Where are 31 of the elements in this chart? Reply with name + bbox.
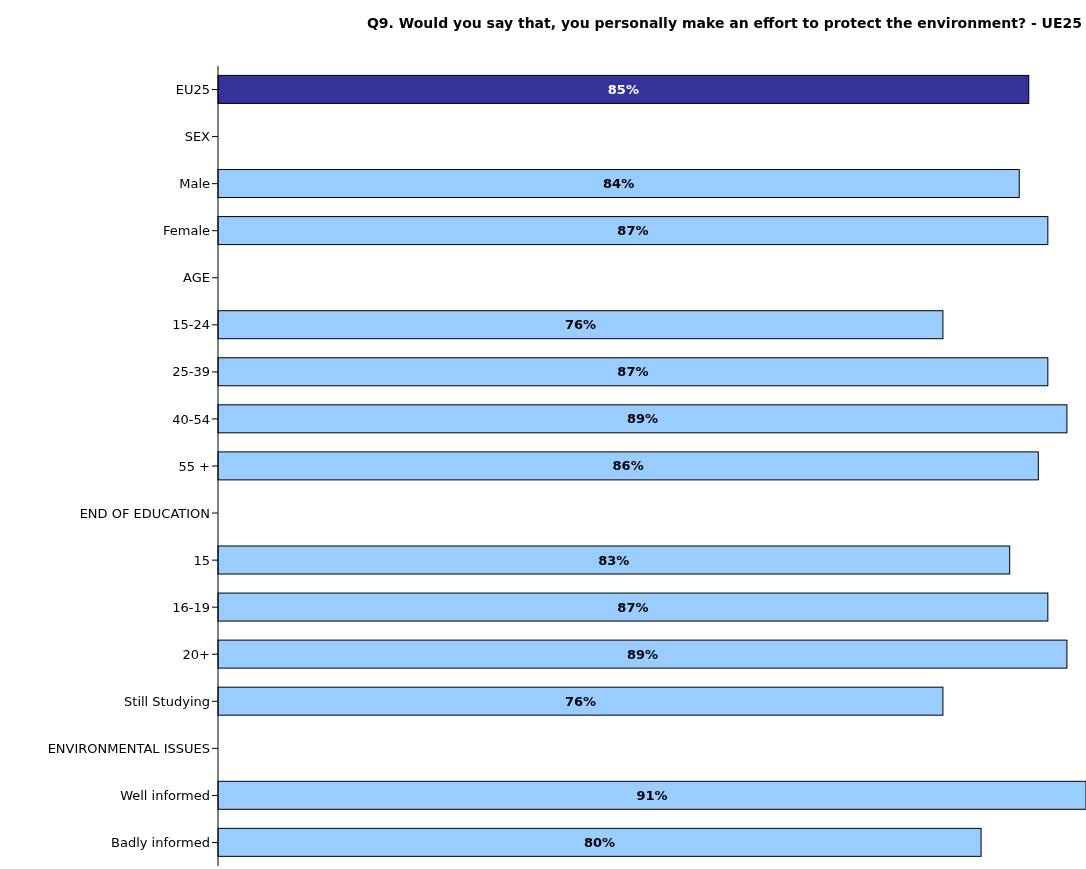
y-tick-label: Female — [162, 223, 210, 239]
y-tick-label: EU25 — [175, 82, 210, 98]
y-tick-label: 40-54 — [172, 411, 210, 427]
data-label: 87% — [617, 599, 649, 615]
y-tick-label: SEX — [184, 129, 211, 145]
y-tick-label: Badly informed — [111, 835, 210, 851]
y-tick-label: END OF EDUCATION — [79, 505, 210, 521]
data-label: 87% — [617, 223, 649, 239]
y-tick-label: 16-19 — [172, 599, 210, 615]
data-label: 85% — [607, 81, 639, 97]
y-tick-label: 25-39 — [172, 364, 210, 380]
data-label: 76% — [564, 317, 597, 333]
data-label: 89% — [626, 646, 659, 662]
y-tick-label: 55 + — [178, 458, 210, 474]
data-label: 76% — [564, 693, 597, 709]
chart-title: Q9. Would you say that, you personally make an effort to protect the environment? - UE25 — [365, 14, 1083, 33]
y-tick-label: Male — [179, 176, 210, 192]
data-label: 87% — [617, 364, 649, 380]
data-label: 83% — [598, 552, 630, 568]
y-tick-label: 15 — [193, 552, 210, 568]
y-tick-label: ENVIRONMENTAL ISSUES — [47, 740, 210, 756]
y-tick-label: Still Studying — [124, 693, 210, 709]
data-label: 89% — [626, 411, 659, 427]
y-tick-label: 20+ — [182, 646, 210, 662]
data-label: 84% — [603, 176, 635, 192]
y-tick-label: AGE — [183, 270, 210, 286]
y-tick-label: Well informed — [120, 788, 210, 804]
data-label: 86% — [612, 458, 644, 474]
data-label: 91% — [636, 787, 668, 803]
data-label: 80% — [583, 834, 616, 850]
y-tick-label: 15-24 — [172, 317, 210, 333]
